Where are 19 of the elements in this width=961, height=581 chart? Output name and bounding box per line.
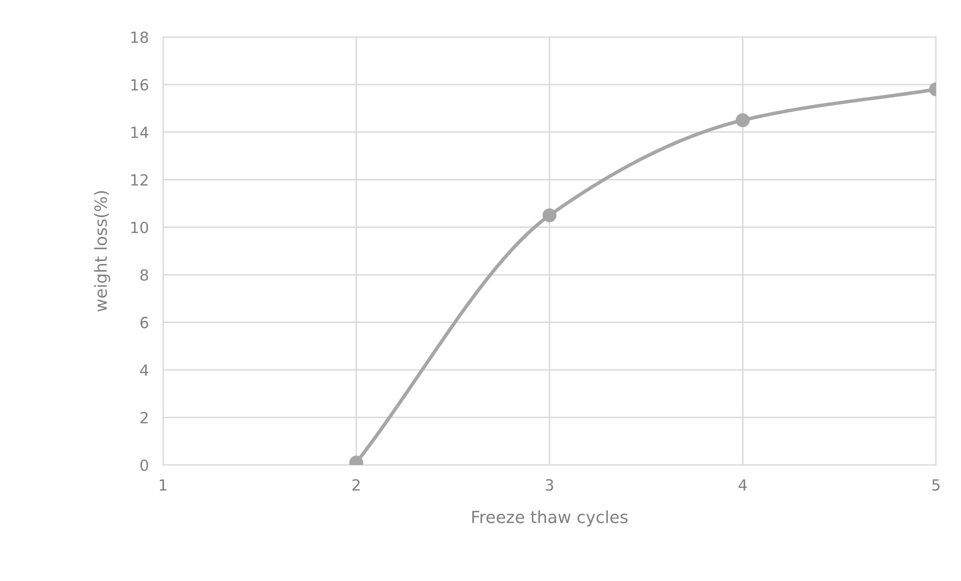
y-tick-label: 6: [140, 316, 148, 328]
x-tick-label: 5: [932, 479, 940, 491]
x-tick-label: 1: [160, 479, 166, 490]
point: [736, 113, 750, 128]
y-tick-label: 12: [131, 174, 148, 186]
y-tick-label: 2: [140, 412, 148, 424]
y-tick-label: 0: [140, 459, 148, 472]
x-axis-title: Freeze thaw cycles: [472, 510, 628, 526]
y-tick-label: 14: [131, 126, 148, 138]
y-tick-label: 16: [131, 79, 148, 91]
y-tick-label: 18: [131, 31, 148, 44]
point: [542, 208, 556, 222]
y-tick-label: 4: [140, 364, 148, 376]
y-tick-label: 10: [131, 222, 148, 234]
y-axis-title: weight loss(%): [94, 191, 110, 312]
x-tick-label: 2: [352, 479, 360, 490]
x-tick-label: 3: [546, 479, 554, 491]
x-tick-label: 4: [738, 479, 747, 490]
y-tick-label: 8: [140, 269, 148, 281]
